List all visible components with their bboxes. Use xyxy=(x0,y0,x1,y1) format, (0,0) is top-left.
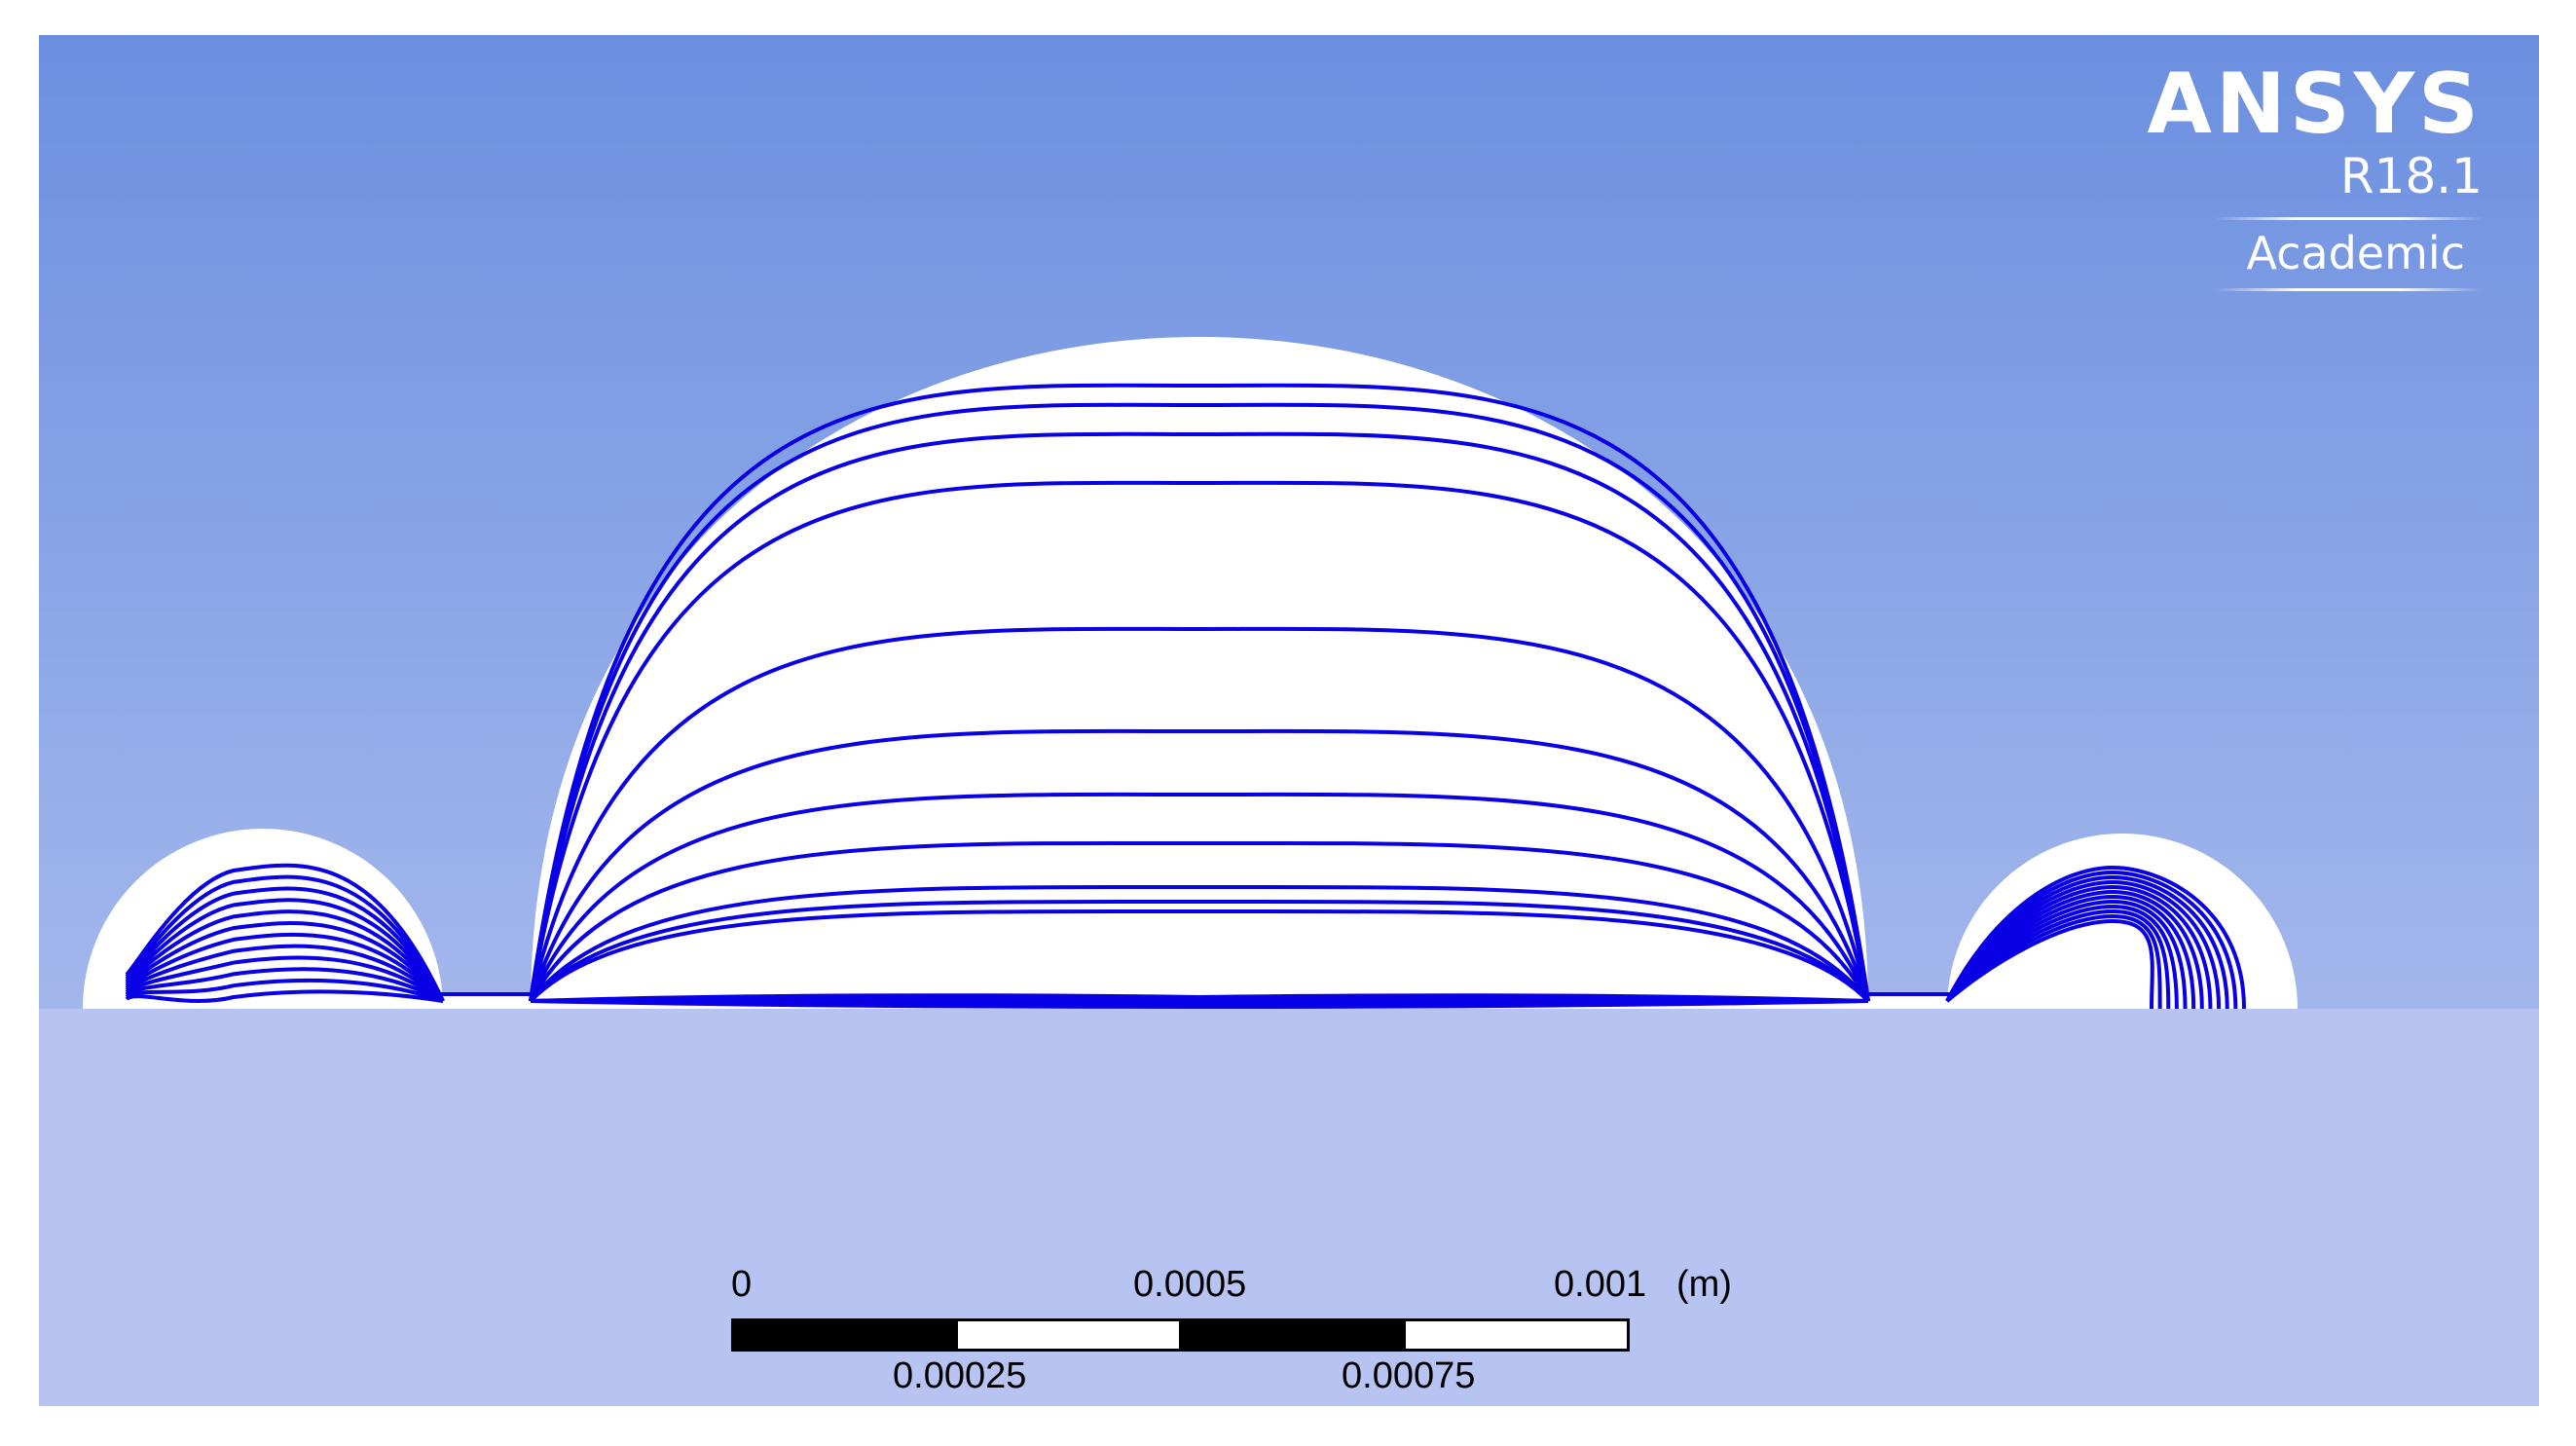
droplet-domain xyxy=(83,337,2298,1009)
streamline-left xyxy=(125,886,445,1002)
logo-brand: ANSYS xyxy=(2147,56,2483,153)
logo-edition: Academic xyxy=(2246,227,2465,279)
streamline-center-low xyxy=(530,993,1200,1003)
scale-label-0-0005: 0.0005 xyxy=(1133,1264,1247,1305)
scale-label-0-00025: 0.00025 xyxy=(893,1355,1027,1396)
logo-divider-bottom xyxy=(2215,287,2483,291)
streamline-right xyxy=(1945,870,2238,1010)
scale-segment-2 xyxy=(955,1318,1182,1352)
streamline-center xyxy=(529,899,1870,1003)
streamline-right xyxy=(1945,908,2171,1010)
streamline-right xyxy=(1945,894,2196,1010)
logo-divider xyxy=(2215,217,2483,220)
streamline-center xyxy=(529,383,1870,1002)
flow-domain-svg xyxy=(39,337,2539,1406)
streamline-left xyxy=(125,874,445,1002)
streamline-right xyxy=(1945,918,2154,1010)
streamline-center xyxy=(529,402,1870,1002)
streamline-left xyxy=(125,932,445,1003)
streamline-left xyxy=(125,898,445,1003)
streamlines xyxy=(125,383,2246,1010)
streamline-center xyxy=(529,626,1870,1002)
scale-bar: 0 0.0005 0.001 (m) 0.00025 0.00075 xyxy=(695,1205,1756,1396)
streamline-center xyxy=(529,884,1870,1003)
streamline-right xyxy=(1945,913,2162,1010)
streamline-left xyxy=(125,921,445,1003)
streamline-right xyxy=(1945,874,2229,1010)
streamline-right xyxy=(1945,884,2213,1010)
streamline-right xyxy=(1945,865,2246,1010)
streamline-center-low xyxy=(1198,993,1869,1003)
scale-unit: (m) xyxy=(1676,1264,1732,1305)
scale-segment-4 xyxy=(1403,1318,1630,1352)
ansys-logo: ANSYS R18.1 Academic xyxy=(2147,62,2483,291)
streamline-center xyxy=(529,840,1870,1002)
streamline-left xyxy=(125,909,445,1003)
logo-version: R18.1 xyxy=(2339,148,2483,204)
streamline-right xyxy=(1945,889,2204,1010)
streamline-center xyxy=(529,480,1870,1002)
streamline-right xyxy=(1945,899,2188,1010)
graphics-viewport[interactable]: ANSYS R18.1 Academic xyxy=(39,35,2539,1406)
streamline-left xyxy=(125,989,444,1003)
streamline-left xyxy=(125,967,444,1003)
domain-fill xyxy=(83,337,2298,1009)
streamline-left xyxy=(125,944,445,1003)
streamline-right xyxy=(1945,879,2222,1010)
streamline-center xyxy=(529,728,1870,1002)
scale-segment-1 xyxy=(731,1318,958,1352)
streamline-left xyxy=(125,955,445,1003)
scale-label-0-00075: 0.00075 xyxy=(1342,1355,1476,1396)
streamline-left xyxy=(125,863,445,1002)
streamline-center xyxy=(529,792,1870,1002)
scale-label-0: 0 xyxy=(731,1264,753,1305)
streamline-center xyxy=(529,908,1870,1003)
streamline-center xyxy=(529,431,1870,1002)
scale-label-0-001: 0.001 xyxy=(1554,1264,1647,1305)
streamline-left xyxy=(125,978,444,1003)
streamline-right xyxy=(1945,904,2179,1010)
scale-segment-3 xyxy=(1179,1318,1406,1352)
